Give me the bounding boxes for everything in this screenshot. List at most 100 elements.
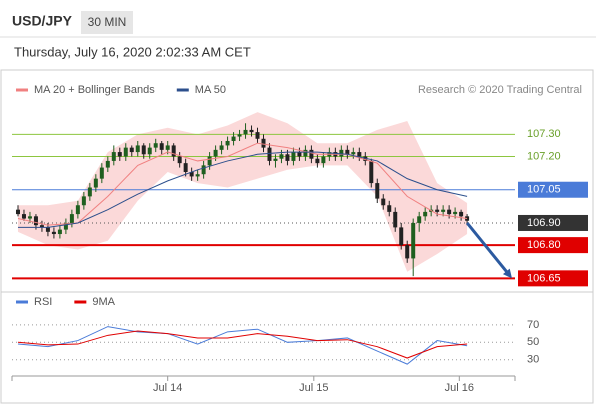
candle-body [225,140,230,146]
candle-body [39,225,44,228]
candle-body [291,152,296,161]
candle-body [147,147,152,155]
candle-body [357,152,362,157]
level-label: 106.65 [527,272,561,284]
candle-body [117,152,122,157]
candle-body [381,198,386,206]
indicator-line [17,326,468,365]
candle-body [375,183,380,199]
candle-body [21,214,26,219]
candle-body [63,222,68,230]
candle-body [255,132,260,139]
x-tick-label: Jul 14 [153,382,182,394]
candle-body [249,129,254,133]
indicator-line [17,330,468,359]
candle-body [309,149,314,159]
legend-label: 9MA [92,296,115,308]
candle-body [111,152,116,161]
candle-body [99,167,104,179]
y-tick-label: 30 [527,354,539,366]
candle-body [123,147,128,157]
candle-body [435,209,440,212]
candle-body [15,209,20,215]
level-label: 106.80 [527,239,561,251]
candle-body [399,227,404,246]
candle-body [195,174,200,177]
candle-body [285,154,290,161]
candle-body [315,158,320,164]
candle-body [321,156,326,164]
level-label: 107.05 [527,184,561,196]
candle-body [351,152,356,155]
candle-body [183,163,188,173]
bollinger-band [17,112,468,272]
candle-body [387,205,392,212]
candle-body [237,134,242,137]
candle-body [159,143,164,150]
candle-body [171,145,176,157]
candle-body [129,147,134,153]
candle-body [27,216,32,219]
credit: Research © 2020 Trading Central [418,84,582,96]
arrow-head [502,268,513,279]
level-label: 107.30 [527,128,561,140]
candle-body [303,149,308,157]
candle-body [459,211,464,217]
level-box [518,237,588,254]
candle-body [369,160,374,184]
forecast-arrow [465,222,510,275]
level-box [518,181,588,198]
candle-body [405,245,410,259]
candle-body [207,156,212,166]
interval: 30 MIN [88,15,127,29]
x-tick-label: Jul 15 [299,382,328,394]
candle-body [57,229,62,235]
candle-body [267,147,272,161]
candle-body [33,216,38,226]
candle-body [51,231,56,235]
candle-body [87,187,92,197]
ma-line [17,151,468,228]
y-tick-label: 50 [527,336,539,348]
candle-body [243,129,248,135]
legend-label: MA 20 + Bollinger Bands [34,84,155,96]
candle-body [453,211,458,215]
candle-body [201,165,206,175]
y-tick-label: 70 [527,319,539,331]
candle-body [345,149,350,155]
candle-body [231,136,236,141]
candle-body [69,214,74,223]
candle-body [261,138,266,148]
x-tick-label: Jul 16 [445,382,474,394]
candle-body [81,196,86,206]
candle-body [447,209,452,215]
interval-badge [81,11,133,34]
chart-frame [0,69,594,404]
candle-body [45,227,50,232]
candle-body [177,156,182,164]
candle-body [393,211,398,228]
candle-body [75,205,80,215]
ma-line [17,142,468,226]
candle-body [219,145,224,150]
candle-body [417,216,422,223]
candle-body [339,149,344,157]
legend-label: MA 50 [195,84,226,96]
timestamp: Thursday, July 16, 2020 2:02:33 AM CET [14,44,251,59]
candle-body [279,154,284,159]
candle-body [165,145,170,150]
candle-body [153,143,158,148]
candle-body [423,211,428,217]
level-box [518,214,588,231]
level-label: 107.20 [527,150,561,162]
candle-body [105,160,110,168]
candle-body [135,145,140,153]
candle-body [297,152,302,157]
candle-body [93,178,98,188]
candle-body [213,149,218,157]
candle-body [189,172,194,177]
level-label: 106.90 [527,217,561,229]
candle-body [273,158,278,161]
